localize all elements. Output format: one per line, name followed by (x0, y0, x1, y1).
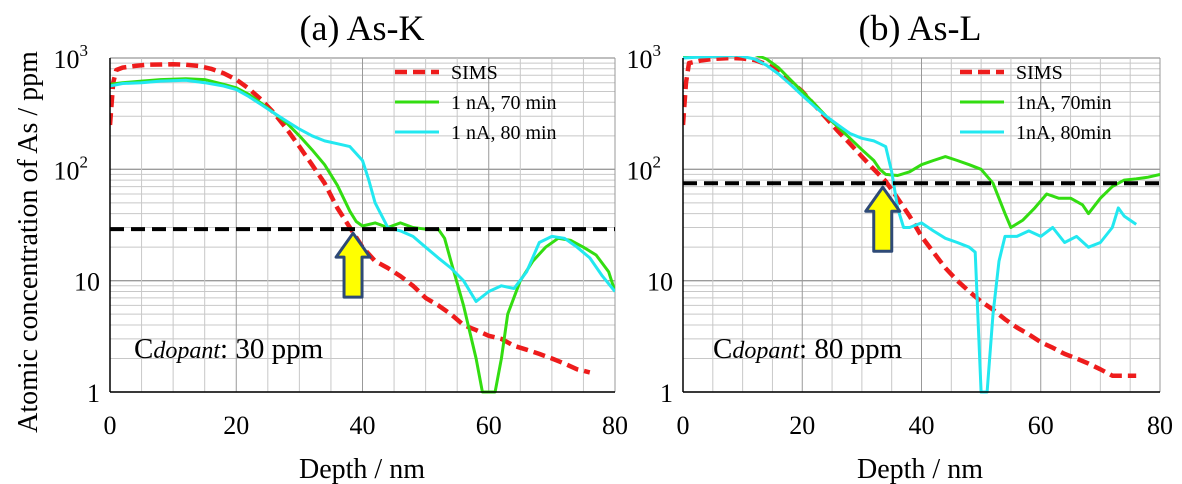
panel-as-k: (a) As-K 0 20 40 60 80 1 10 102 103 SIMS 1 nA, 70… (54, 8, 629, 484)
panel-as-l: (b) As-L 0 20 40 60 80 1 10 102 103 SIMS 1nA, 70m… (627, 8, 1174, 484)
series-line-2 (110, 78, 615, 303)
dopant-prefix: C (713, 333, 732, 365)
x-tick-label: 0 (104, 411, 117, 440)
y-tick-label: 103 (627, 41, 662, 74)
x-tick-label: 0 (677, 411, 690, 440)
panel-a-x-axis-label: Depth / nm (299, 454, 425, 484)
arrow-up-icon (864, 185, 902, 253)
panel-a-series (110, 61, 615, 394)
legend-label: 1nA, 70min (1016, 92, 1112, 114)
legend-label: 1 nA, 80 min (451, 122, 557, 144)
panel-a-legend: SIMS 1 nA, 70 min 1 nA, 80 min (395, 62, 557, 144)
panel-b-x-axis-label: Depth / nm (857, 454, 983, 484)
legend-label: SIMS (1016, 62, 1063, 84)
series-line-1 (110, 77, 615, 394)
dopant-subscript: dopant (732, 338, 800, 364)
panel-b-dopant-annotation: Cdopant: 80 ppm (713, 333, 903, 365)
panel-a-axes (109, 58, 615, 393)
panel-b-legend: SIMS 1nA, 70min 1nA, 80min (960, 62, 1112, 144)
x-tick-label: 60 (1028, 411, 1054, 440)
dopant-value: : 30 ppm (220, 333, 324, 365)
x-tick-label: 40 (350, 411, 376, 440)
panel-b-ticks: 0 20 40 60 80 1 10 102 103 (627, 41, 1174, 440)
arrow-up-icon (334, 231, 372, 299)
legend-label: 1 nA, 70 min (451, 92, 557, 114)
dopant-subscript: dopant (153, 338, 221, 364)
series-line-2 (683, 56, 1138, 394)
panel-a-ticks: 0 20 40 60 80 1 10 102 103 (54, 41, 629, 440)
y-tick-label: 10 (74, 268, 100, 297)
panel-b-overlay (683, 181, 1160, 253)
x-tick-label: 60 (476, 411, 502, 440)
panel-a-dopant-annotation: Cdopant: 30 ppm (134, 333, 324, 365)
legend-label: 1nA, 80min (1016, 122, 1112, 144)
y-tick-label: 103 (54, 41, 89, 74)
panel-b-title: (b) As-L (859, 8, 982, 48)
y-tick-label: 10 (647, 268, 673, 297)
x-tick-label: 40 (909, 411, 935, 440)
y-tick-label: 1 (660, 379, 673, 408)
y-tick-label: 102 (54, 152, 89, 185)
panel-b-axes (682, 58, 1160, 393)
legend-label: SIMS (451, 62, 498, 84)
series-line-1 (683, 56, 1160, 229)
x-tick-label: 80 (602, 411, 628, 440)
panel-b-series (683, 56, 1160, 394)
dopant-prefix: C (134, 333, 153, 365)
dopant-value: : 80 ppm (799, 333, 903, 365)
panel-a-overlay (110, 227, 615, 299)
y-tick-label: 102 (627, 152, 662, 185)
x-tick-label: 80 (1147, 411, 1173, 440)
x-tick-label: 20 (223, 411, 249, 440)
series-line-0 (110, 61, 591, 375)
panel-a-title: (a) As-K (300, 8, 425, 48)
x-tick-label: 20 (789, 411, 815, 440)
y-tick-label: 1 (87, 379, 100, 408)
y-axis-label: Atomic concentration of As / ppm (13, 51, 44, 433)
